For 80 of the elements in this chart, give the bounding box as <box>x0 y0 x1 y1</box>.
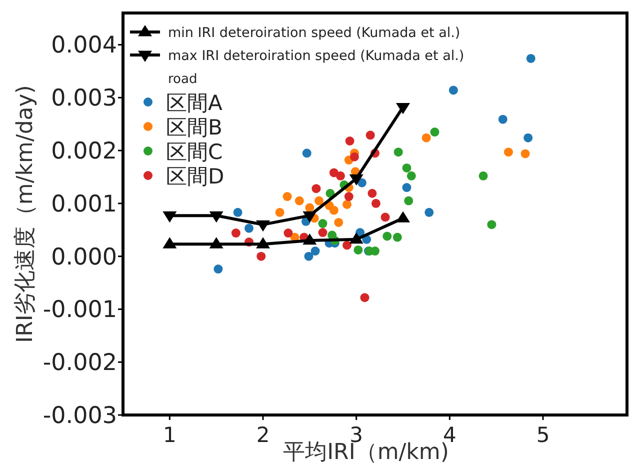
point <box>342 200 352 209</box>
point <box>424 208 434 217</box>
point <box>256 237 270 248</box>
point <box>487 220 496 230</box>
y-tick-label: -0.003 <box>42 403 117 429</box>
point <box>256 252 266 261</box>
point <box>342 240 352 250</box>
point <box>371 198 380 208</box>
point <box>284 228 293 238</box>
point <box>334 218 344 227</box>
point <box>350 152 359 162</box>
point <box>366 130 375 140</box>
point <box>349 174 364 186</box>
point <box>396 102 410 114</box>
point <box>294 196 304 206</box>
point <box>336 171 345 180</box>
x-tick-label: 2 <box>256 423 270 447</box>
point <box>345 136 354 146</box>
point <box>504 148 513 157</box>
point <box>305 203 314 212</box>
legend-label: max IRI deteroiration speed (Kumada et al.) <box>168 48 464 64</box>
point <box>231 228 240 238</box>
point <box>256 220 270 232</box>
point <box>380 212 390 222</box>
legend-label: 区間D <box>166 164 224 188</box>
point <box>402 163 412 172</box>
point <box>302 148 312 158</box>
point <box>209 211 224 223</box>
point <box>526 54 536 63</box>
legend-title: road <box>168 72 198 87</box>
legend-label: 区間A <box>166 91 223 115</box>
point <box>209 237 224 248</box>
point <box>520 149 530 158</box>
point <box>162 211 177 223</box>
point <box>524 133 533 142</box>
point <box>392 232 402 242</box>
point <box>349 232 364 244</box>
point <box>233 208 242 217</box>
legend-label: min IRI deteroiration speed (Kumada et al.) <box>168 25 460 41</box>
point <box>382 232 392 241</box>
point <box>162 237 177 248</box>
y-tick-label: 0.000 <box>51 244 117 270</box>
y-axis-title: IRI劣化速度（m/km/day) <box>13 85 38 343</box>
y-tick-label: 0.001 <box>51 191 117 218</box>
point <box>368 188 377 198</box>
point <box>282 192 292 202</box>
x-tick-label: 1 <box>162 423 176 447</box>
point <box>360 293 370 302</box>
point <box>275 208 284 217</box>
point <box>318 228 328 238</box>
point <box>312 184 321 194</box>
point <box>478 171 488 180</box>
point <box>304 252 314 261</box>
y-tick-label: -0.001 <box>42 297 117 324</box>
point <box>314 196 324 206</box>
point <box>406 171 416 180</box>
point <box>318 219 328 228</box>
point <box>310 246 320 256</box>
point <box>422 133 431 142</box>
y-tick-label: -0.002 <box>42 350 117 376</box>
y-tick-label: 0.003 <box>51 86 117 112</box>
point <box>244 224 254 233</box>
point <box>354 245 363 254</box>
legend-label: 区間B <box>166 116 222 140</box>
y-tick-label: 0.002 <box>51 138 117 165</box>
point <box>396 211 410 222</box>
point <box>498 114 508 124</box>
point <box>402 183 412 192</box>
point <box>214 264 223 274</box>
point <box>329 206 338 215</box>
legend-label: 区間C <box>166 140 223 164</box>
point <box>344 192 354 202</box>
point <box>394 148 403 157</box>
point <box>404 196 414 206</box>
point <box>302 233 317 245</box>
point <box>448 86 458 95</box>
y-tick-label: 0.004 <box>51 32 117 59</box>
point <box>430 128 440 137</box>
x-tick-label: 5 <box>536 423 550 447</box>
point <box>302 211 317 223</box>
